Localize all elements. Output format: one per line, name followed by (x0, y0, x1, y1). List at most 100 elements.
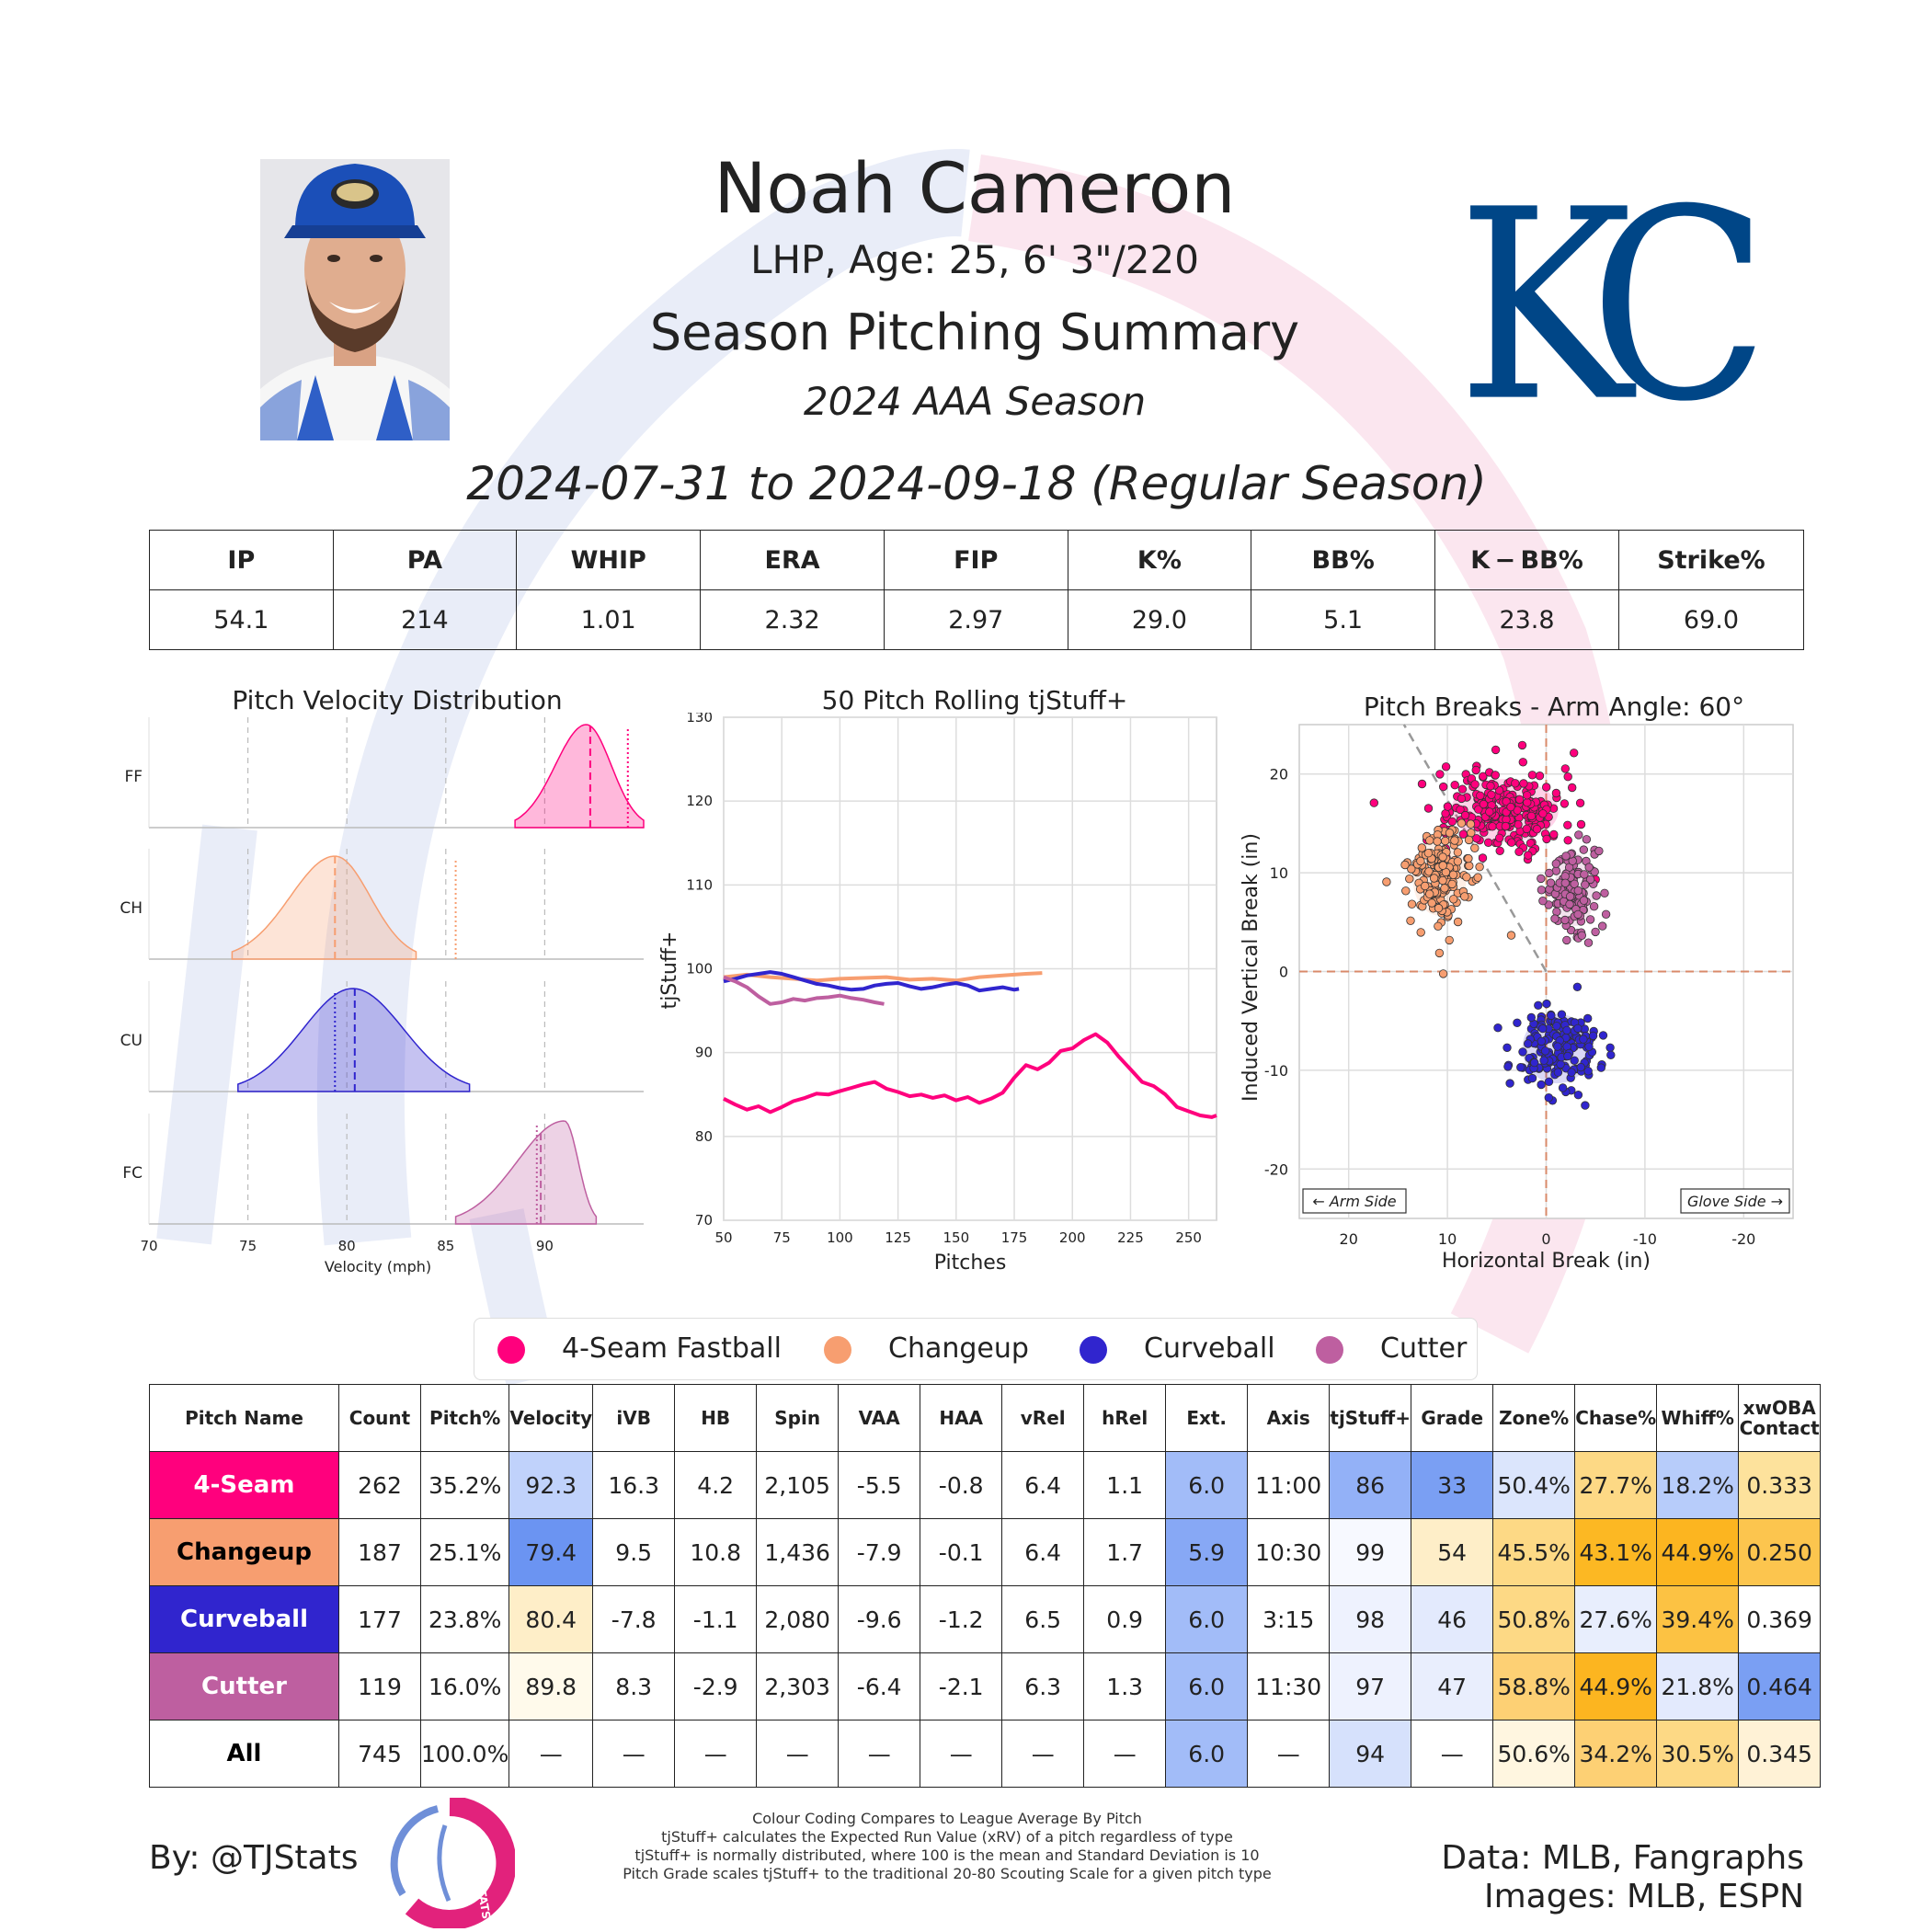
team-logo: KC (1457, 154, 1769, 460)
velocity-row-label: FF (124, 768, 143, 786)
rolling-tjstuff-chart: 50 75 100 125 150 175 200 225 250 70 80 90 100 110 120… (658, 713, 1217, 1275)
break-point (1420, 881, 1430, 891)
break-point (1567, 1068, 1576, 1077)
break-point (1558, 1083, 1568, 1092)
break-point (1585, 915, 1595, 924)
break-point (1592, 891, 1601, 900)
break-point (1560, 764, 1571, 773)
break-point (1563, 820, 1572, 830)
pitch-metric-cell: -7.8 (592, 1585, 676, 1653)
velocity-tick-label: 80 (338, 1238, 356, 1254)
pitch-metric-cell: 16.3 (592, 1451, 676, 1519)
rolling-y-tick: 130 (686, 713, 713, 726)
break-point (1505, 1079, 1514, 1088)
break-point (1423, 848, 1434, 858)
break-point (1487, 790, 1496, 800)
break-point (1557, 1010, 1567, 1019)
break-point (1544, 1077, 1554, 1087)
break-point (1434, 948, 1445, 958)
rolling-chart-title: 50 Pitch Rolling tjStuff+ (821, 685, 1128, 715)
break-point (1573, 1091, 1583, 1100)
pitch-name-cell: Curveball (149, 1585, 339, 1653)
rolling-series-line (723, 971, 1043, 983)
break-point (1573, 886, 1583, 896)
break-point (1550, 914, 1560, 923)
break-point (1522, 824, 1532, 834)
velocity-density-area (514, 724, 645, 829)
pitch-metric-cell: 16.0% (419, 1652, 510, 1721)
break-point (1514, 847, 1524, 857)
pitch-table-row: 4-Seam 262 35.2% 92.3 16.3 4.2 2,105 -5.5 -0.8 6.… (149, 1451, 1822, 1519)
pitch-metric-cell: — (920, 1720, 1003, 1788)
pitch-table-row: Curveball 177 23.8% 80.4 -7.8 -1.1 2,080 -9.6 -1… (149, 1585, 1822, 1653)
pitch-metric-cell: — (1411, 1720, 1494, 1788)
pitch-metric-cell: 4.2 (674, 1451, 758, 1519)
break-point (1424, 889, 1434, 898)
break-point (1538, 896, 1548, 906)
pitch-metric-cell: -0.1 (920, 1518, 1003, 1586)
break-point (1537, 1036, 1547, 1046)
break-point (1598, 1031, 1608, 1040)
break-y-tick: -10 (1264, 1062, 1288, 1080)
break-y-tick: 20 (1270, 766, 1288, 783)
pitch-metric-cell: 43.1% (1574, 1518, 1658, 1586)
legend-label: Changeup (888, 1332, 1029, 1365)
break-point (1532, 824, 1542, 834)
break-point (1577, 931, 1587, 941)
pitch-metric-cell: 54 (1411, 1518, 1494, 1586)
velocity-density-area (454, 1120, 598, 1225)
break-point (1524, 851, 1533, 860)
pitch-table-row: Cutter 119 16.0% 89.8 8.3 -2.9 2,303 -6.4 -2.1 6.… (149, 1652, 1822, 1721)
pitch-table-header: HB (674, 1384, 758, 1452)
break-point (1556, 1059, 1565, 1069)
pitch-metric-cell: 50.6% (1492, 1720, 1576, 1788)
rolling-x-tick: 100 (827, 1229, 853, 1246)
rolling-y-tick: 100 (686, 961, 713, 977)
break-point (1538, 1023, 1548, 1034)
pitch-table-header: HAA (920, 1384, 1003, 1452)
break-point (1485, 807, 1494, 817)
break-point (1562, 935, 1571, 945)
legend-marker (824, 1335, 851, 1364)
rolling-x-tick: 200 (1059, 1229, 1086, 1246)
break-point (1488, 822, 1497, 831)
pitch-metric-cell: — (756, 1720, 840, 1788)
legend-label: 4-Seam Fastball (562, 1332, 782, 1365)
break-point (1518, 1047, 1527, 1057)
break-point (1434, 903, 1444, 913)
pitch-metric-cell: 39.4% (1656, 1585, 1740, 1653)
source-credits: Data: MLB, Fangraphs Images: MLB, ESPN (1441, 1839, 1804, 1916)
break-point (1594, 846, 1604, 856)
pitch-metric-cell: 6.0 (1165, 1451, 1249, 1519)
pitch-metric-cell: 11:30 (1247, 1652, 1331, 1721)
break-point (1598, 921, 1607, 931)
break-point (1438, 969, 1448, 978)
summary-value-cell: 29.0 (1067, 589, 1252, 650)
legend-marker (1080, 1335, 1107, 1364)
break-point (1579, 845, 1589, 854)
break-point (1440, 884, 1449, 893)
pitch-metric-cell: 9.5 (592, 1518, 676, 1586)
break-point (1549, 829, 1559, 840)
break-point (1537, 886, 1547, 895)
arm-side-box (1302, 1188, 1407, 1214)
pitch-metric-cell: 187 (338, 1518, 421, 1586)
summary-value-cell: 23.8 (1434, 589, 1619, 650)
break-point (1582, 835, 1592, 844)
break-point (1600, 888, 1609, 898)
pitch-metric-cell: 6.5 (1001, 1585, 1085, 1653)
legend-item-curveball: Curveball (1080, 1319, 1275, 1379)
break-point (1460, 892, 1469, 901)
break-point (1547, 1011, 1556, 1021)
rolling-y-tick: 120 (686, 793, 713, 809)
break-point (1576, 819, 1586, 829)
pitch-table-header: vRel (1001, 1384, 1085, 1452)
break-point (1563, 772, 1572, 782)
pitch-metric-cell: 100.0% (419, 1720, 510, 1788)
pitch-metric-cell: 6.4 (1001, 1518, 1085, 1586)
break-point (1538, 809, 1548, 818)
break-point (1438, 861, 1447, 870)
break-x-tick: -10 (1633, 1230, 1657, 1248)
break-point (1583, 1013, 1593, 1023)
pitch-metric-cell: 1.1 (1083, 1451, 1167, 1519)
